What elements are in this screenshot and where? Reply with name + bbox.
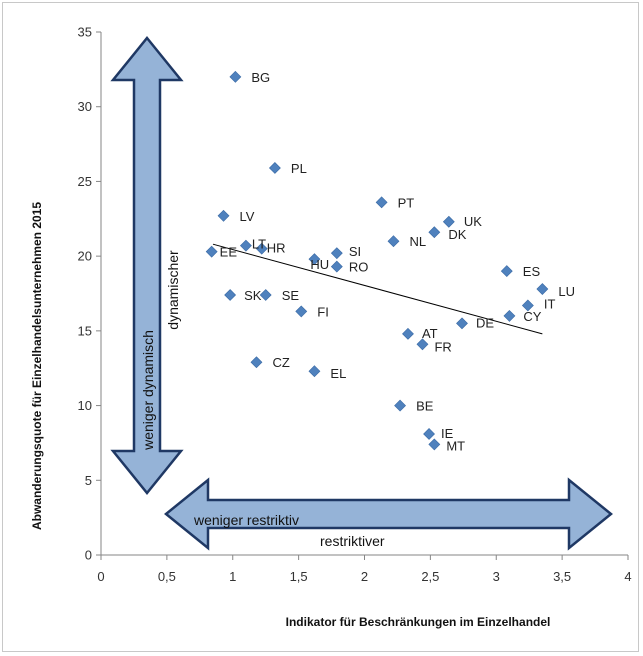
- data-point-at: [402, 327, 414, 340]
- x-tick-label: 1,5: [290, 569, 308, 584]
- data-point-si: [330, 247, 343, 260]
- data-point-es: [500, 265, 513, 278]
- trendline-group: [212, 243, 543, 335]
- point-label-nl: NL: [409, 234, 426, 249]
- point-label-cy: CY: [523, 309, 541, 324]
- point-label-uk: UK: [464, 214, 482, 229]
- point-label-ro: RO: [349, 260, 369, 275]
- y-tick-label: 30: [78, 99, 92, 114]
- x-tick-label: 0,5: [158, 569, 176, 584]
- data-point-nl: [387, 235, 400, 248]
- point-label-es: ES: [523, 264, 541, 279]
- data-point-cy: [503, 309, 516, 322]
- x-tick-label: 2: [361, 569, 368, 584]
- point-label-lu: LU: [558, 284, 575, 299]
- horizontal-double-arrow: [164, 477, 613, 551]
- data-point-lv: [217, 209, 230, 222]
- trendline: [212, 243, 543, 335]
- point-label-lv: LV: [240, 209, 255, 224]
- point-label-si: SI: [349, 244, 361, 259]
- y-tick-label: 10: [78, 398, 92, 413]
- arrow-label-weniger-restriktiv: weniger restriktiv: [193, 512, 299, 528]
- point-label-cz: CZ: [272, 355, 289, 370]
- point-label-pt: PT: [398, 195, 415, 210]
- point-label-de: DE: [476, 315, 494, 330]
- data-point-ee: [205, 245, 218, 258]
- data-point-fr: [416, 338, 429, 351]
- data-point-pt: [375, 196, 388, 209]
- point-label-bg: BG: [251, 70, 270, 85]
- point-label-ee: EE: [220, 245, 238, 260]
- point-label-fr: FR: [434, 339, 451, 354]
- x-axis-title: Indikator für Beschränkungen im Einzelha…: [286, 615, 551, 629]
- data-point-ie: [423, 428, 435, 440]
- data-point-it: [521, 299, 534, 312]
- vertical-double-arrow: [110, 36, 184, 495]
- point-label-lt: LT: [252, 237, 266, 252]
- data-point-ro: [330, 260, 343, 273]
- point-label-at: AT: [422, 326, 438, 341]
- point-label-hr: HR: [267, 241, 286, 256]
- x-tick-label: 0: [97, 569, 104, 584]
- x-tick-label: 4: [624, 569, 631, 584]
- x-tick-label: 2,5: [421, 569, 439, 584]
- y-tick-label: 20: [78, 249, 92, 264]
- data-points: [205, 70, 549, 451]
- point-label-pl: PL: [291, 161, 307, 176]
- axes: 0 5 10 15 20 25 30 35 0 0,5 1 1,5 2 2,5 3 3,5 4 Indikator…: [30, 25, 632, 630]
- point-label-sk: SK: [244, 288, 262, 303]
- x-tick-label: 1: [229, 569, 236, 584]
- point-label-mt: MT: [446, 438, 465, 453]
- point-label-dk: DK: [448, 227, 466, 242]
- annotation-arrows: [110, 36, 613, 551]
- point-label-it: IT: [544, 296, 556, 311]
- data-point-uk: [442, 215, 455, 228]
- y-tick-label: 25: [78, 174, 92, 189]
- arrow-label-dynamischer: dynamischer: [165, 250, 181, 330]
- point-label-el: EL: [330, 366, 346, 381]
- y-tick-label: 0: [85, 548, 92, 563]
- y-tick-label: 35: [78, 25, 92, 40]
- data-point-bg: [229, 70, 242, 83]
- data-point-dk: [428, 226, 441, 239]
- data-point-fi: [295, 305, 308, 318]
- data-point-cz: [250, 356, 263, 369]
- y-tick-label: 15: [78, 323, 92, 338]
- data-point-de: [456, 317, 468, 330]
- arrow-label-restriktiver: restriktiver: [320, 533, 385, 549]
- y-tick-label: 5: [85, 473, 92, 488]
- point-label-fi: FI: [317, 304, 329, 319]
- point-label-se: SE: [282, 288, 300, 303]
- point-label-ie: IE: [441, 426, 454, 441]
- data-point-lt: [240, 239, 252, 252]
- data-point-sk: [224, 289, 237, 301]
- data-point-mt: [428, 438, 441, 451]
- data-point-lu: [536, 283, 549, 295]
- data-point-el: [308, 365, 321, 378]
- point-label-hu: HU: [310, 257, 329, 272]
- point-label-be: BE: [416, 399, 434, 414]
- x-tick-label: 3: [493, 569, 500, 584]
- data-point-se: [259, 289, 272, 301]
- data-point-hr: [255, 242, 268, 255]
- arrow-label-weniger-dynamisch: weniger dynamisch: [140, 330, 156, 451]
- y-axis-title: Abwanderungsquote für Einzelhandelsunter…: [30, 202, 44, 530]
- data-point-hu: [308, 253, 321, 266]
- data-point-be: [394, 399, 406, 412]
- data-point-pl: [268, 162, 281, 174]
- x-tick-label: 3,5: [553, 569, 571, 584]
